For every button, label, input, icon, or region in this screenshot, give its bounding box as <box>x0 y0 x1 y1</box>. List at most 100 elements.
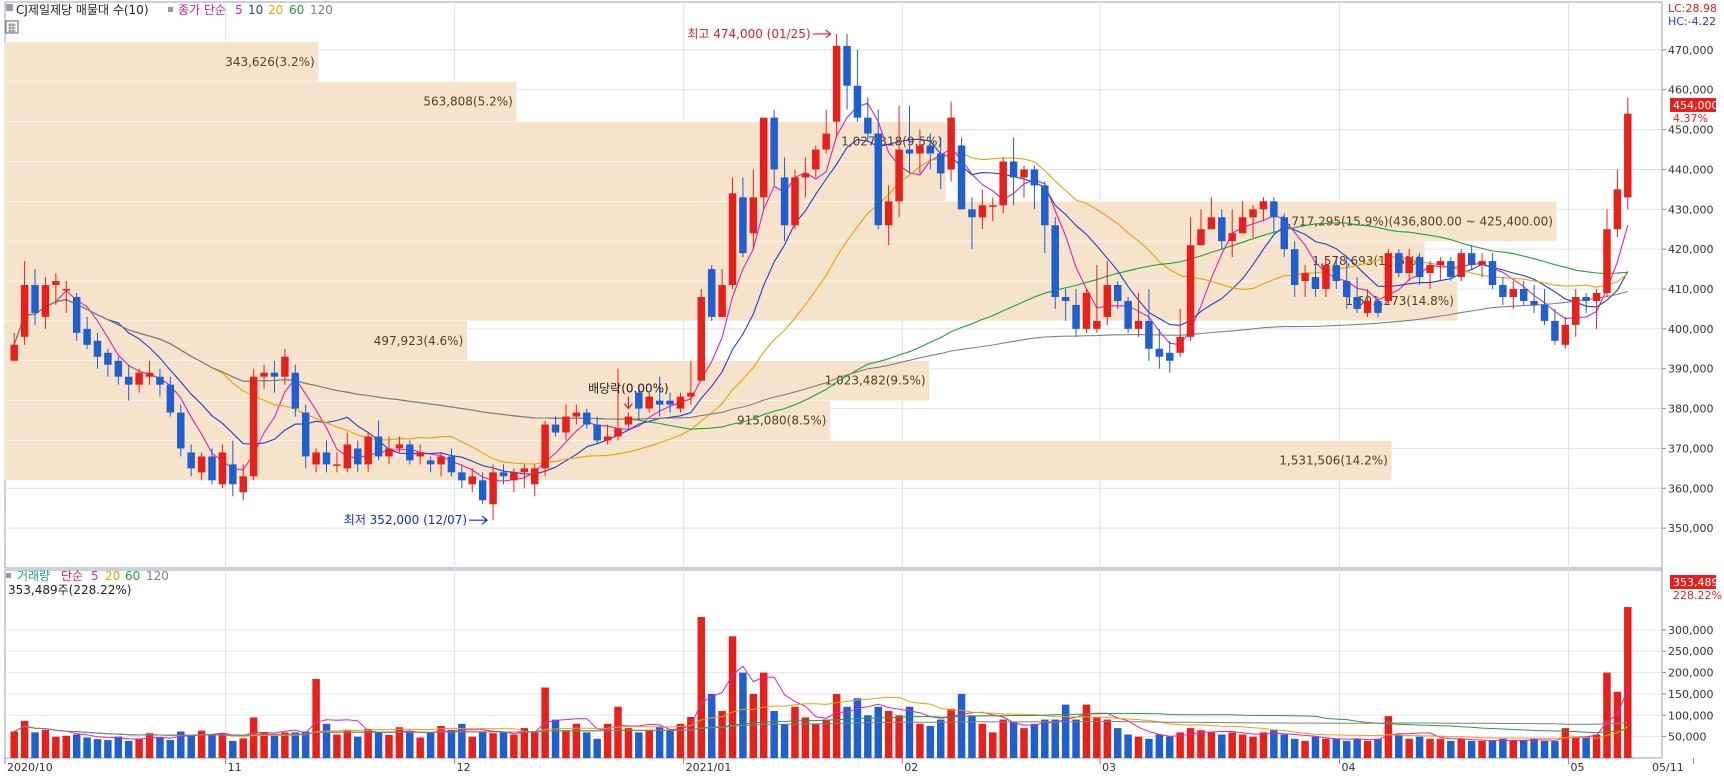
candle-body <box>1103 285 1112 317</box>
candle-body <box>916 145 924 154</box>
candle-body <box>135 372 143 385</box>
candle-body <box>739 197 747 254</box>
volume-bar <box>301 731 310 758</box>
candle-body <box>1082 293 1091 329</box>
volume-profile-label: 1,601,273(14.8%) <box>1345 294 1454 308</box>
volume-bar <box>1228 732 1236 758</box>
candle-body <box>343 444 352 469</box>
grid-toggle-icon-lines <box>8 23 16 33</box>
price-badge-value: 454,000 <box>1673 99 1719 112</box>
candle-body <box>1530 300 1538 305</box>
candle-body <box>562 416 570 433</box>
volume-bar <box>1113 728 1122 758</box>
volume-bar <box>20 720 29 758</box>
volume-bar <box>1519 740 1528 758</box>
candle-body <box>83 328 91 345</box>
candle-body <box>1145 320 1153 349</box>
volume-bar <box>978 723 987 758</box>
candle-body <box>1249 209 1257 218</box>
volume-bar <box>989 732 997 758</box>
volume-bar <box>635 732 643 758</box>
volume-profile-band <box>4 41 319 83</box>
legend-icon <box>6 4 13 11</box>
volume-bar <box>1488 740 1497 758</box>
volume-profile-label: 563,808(5.2%) <box>423 95 512 109</box>
volume-bar <box>1186 728 1195 758</box>
volume-bar <box>1467 740 1476 758</box>
candle-body <box>499 472 508 477</box>
volume-bar <box>1301 740 1309 758</box>
candle-body <box>707 269 716 317</box>
candle-body <box>478 480 487 501</box>
volume-bar <box>728 636 737 758</box>
volume-ma-label: 단순 <box>61 569 83 583</box>
volume-profile-band <box>4 320 468 362</box>
candle-body <box>1124 300 1132 329</box>
volume-bar <box>874 706 883 758</box>
candle-body <box>874 133 883 226</box>
volume-bar <box>104 740 112 758</box>
volume-bar <box>916 723 924 758</box>
candle-body <box>593 424 601 441</box>
candle-body <box>1395 253 1403 274</box>
candle-body <box>1603 229 1611 293</box>
price-tick-label: 410,000 <box>1668 283 1714 296</box>
volume-bar <box>52 736 60 758</box>
volume-bar <box>562 730 570 758</box>
candle-body <box>447 456 456 473</box>
volume-bar <box>655 727 664 758</box>
vma20-label: 20 <box>105 569 120 583</box>
candle-body <box>843 45 851 86</box>
volume-bar <box>853 698 862 758</box>
volume-bar <box>832 693 841 758</box>
volume-bar <box>458 723 466 758</box>
price-tick-label: 350,000 <box>1668 522 1714 535</box>
volume-bar <box>478 732 487 758</box>
volume-profile-band <box>4 81 518 122</box>
lc-indicator: LC:28.98 <box>1668 2 1717 15</box>
candle-body <box>93 340 102 357</box>
volume-bar <box>41 729 50 758</box>
grid-toggle-icon[interactable] <box>5 20 19 34</box>
volume-bar <box>1145 738 1153 758</box>
volume-bar <box>1197 730 1205 758</box>
price-tick-label: 460,000 <box>1668 84 1714 97</box>
volume-profile: 343,626(3.2%) 563,808(5.2%) 1,027,318(9.5%… <box>4 41 1558 481</box>
candle-body <box>1415 257 1424 278</box>
volume-bar <box>447 729 456 758</box>
volume-bar <box>770 711 778 758</box>
ma-legend-icon <box>168 7 173 12</box>
ma-line-20 <box>13 151 1629 465</box>
volume-bar <box>572 723 581 758</box>
candle-body <box>895 149 903 202</box>
candle-body <box>239 476 247 493</box>
volume-bar <box>197 730 206 758</box>
volume-bar <box>1530 738 1538 758</box>
volume-bar <box>156 737 164 758</box>
candle-body <box>1280 217 1289 250</box>
volume-profile-label: 1,531,506(14.2%) <box>1279 453 1388 467</box>
candle-body <box>52 281 60 286</box>
candle-body <box>1509 289 1518 297</box>
volume-bar <box>1426 738 1434 758</box>
candle-body <box>437 456 445 465</box>
volume-bar <box>1540 740 1549 758</box>
volume-current: 353,489주(228.22%) <box>8 583 131 597</box>
volume-bar <box>968 715 976 758</box>
volume-tick-label: 300,000 <box>1668 624 1714 637</box>
candle-body <box>1009 161 1018 178</box>
candle-body <box>208 456 216 481</box>
candle-body <box>1197 229 1205 246</box>
candle-body <box>1519 289 1528 301</box>
volume-bar <box>177 731 185 758</box>
candle-body <box>270 372 279 377</box>
candle-body <box>759 117 768 198</box>
volume-bar <box>489 733 497 758</box>
candle-body <box>968 209 976 218</box>
ma120-label: 120 <box>310 3 333 17</box>
volume-profile-label: 915,080(8.5%) <box>737 414 826 428</box>
candle-body <box>1186 245 1195 337</box>
volume-bar <box>1499 738 1507 758</box>
